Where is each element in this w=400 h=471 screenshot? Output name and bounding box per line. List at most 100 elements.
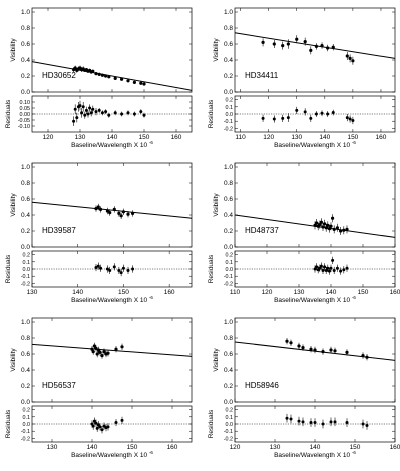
x-tick-label: 130 — [270, 444, 281, 451]
x-tick-label: 120 — [262, 289, 273, 296]
y-tick-label: 0.8 — [21, 25, 30, 32]
plot-frame — [31, 317, 193, 403]
residuals-axis-title: Residuals — [208, 99, 215, 128]
data-point — [345, 350, 349, 354]
y-tick-label: 0.0 — [21, 89, 30, 96]
residuals-axis-title: Residuals — [5, 409, 12, 438]
residual-point — [142, 113, 146, 117]
plot-frame — [234, 7, 396, 93]
fit-line — [31, 343, 193, 357]
data-point — [126, 79, 130, 83]
residuals-axis-title: Residuals — [208, 254, 215, 283]
residual-point — [80, 111, 84, 115]
x-tick-label: 120 — [230, 444, 241, 451]
plot-frame — [234, 162, 396, 248]
y-axis-title: Visibility — [10, 193, 17, 217]
y-axis-title: Visibility — [213, 348, 220, 372]
data-point — [114, 347, 118, 351]
data-point — [91, 69, 95, 73]
residual-point — [98, 425, 102, 429]
panel-hd34411: 0.0 0.2 0.4 0.6 0.8 1.0 Visibility HD34411 -0.2-… — [208, 7, 396, 149]
y-tick-label: 1.0 — [224, 9, 233, 16]
data-point — [120, 77, 124, 81]
panel-hd39587: 0.0 0.2 0.4 0.6 0.8 1.0 Visibility HD39587 -0.2-… — [5, 162, 193, 304]
data-point — [318, 223, 322, 227]
data-point — [102, 350, 106, 354]
star-label: HD34411 — [245, 71, 279, 80]
residual-point — [318, 266, 322, 270]
residuals-plot: -0.2-0.10.00.10.2 130 140 150 160 Residuals Ba… — [5, 405, 193, 459]
data-point — [319, 220, 323, 224]
residual-point — [329, 266, 333, 270]
x-tick-label: 130 — [47, 444, 58, 451]
data-point — [105, 209, 110, 213]
residual-point — [331, 258, 335, 262]
y-tick-label: 0.6 — [21, 196, 30, 203]
y-axis-title: Visibility — [213, 38, 220, 62]
res-tick-label: -0.05 — [18, 118, 30, 124]
data-point — [303, 40, 307, 44]
y-axis-title: Visibility — [10, 348, 17, 372]
data-point — [309, 48, 313, 53]
data-point — [323, 222, 327, 226]
visibility-plot: 0.0 0.2 0.4 0.6 0.8 1.0 Visibility HD34411 — [213, 7, 396, 96]
data-point — [98, 207, 103, 211]
y-tick-label: 0.8 — [21, 335, 30, 342]
data-point — [295, 37, 299, 41]
residual-point — [88, 106, 92, 110]
residual-point — [100, 428, 104, 432]
data-point — [313, 223, 317, 227]
residual-point — [289, 417, 293, 421]
residuals-axis-title: Residuals — [208, 409, 215, 438]
y-tick-label: 0.4 — [224, 57, 233, 64]
x-tick-label: 150 — [350, 444, 361, 451]
res-tick-label: -0.1 — [224, 274, 233, 280]
data-point — [335, 226, 339, 230]
x-tick-label: 110 — [230, 289, 241, 296]
residual-point — [126, 111, 130, 115]
y-tick-label: 0.0 — [224, 89, 233, 96]
y-tick-label: 0.2 — [21, 73, 30, 80]
y-tick-label: 1.0 — [21, 164, 30, 171]
residual-point — [331, 111, 335, 115]
data-point — [91, 350, 95, 354]
residual-point — [309, 116, 313, 120]
y-tick-label: 0.4 — [21, 57, 30, 64]
data-point — [281, 44, 285, 48]
residual-point — [345, 116, 349, 120]
x-tick-label: 140 — [326, 289, 337, 296]
x-tick-label: 150 — [347, 134, 358, 141]
x-tick-label: 160 — [390, 289, 400, 296]
residuals-axis-title: Residuals — [5, 254, 12, 283]
residual-point — [94, 421, 98, 425]
residual-point — [323, 265, 327, 269]
res-tick-label: 0.1 — [226, 415, 234, 421]
y-tick-label: 0.8 — [224, 25, 233, 32]
res-tick-label: -0.2 — [224, 281, 233, 287]
residuals-plot: -0.2-0.10.00.10.2 120 130 140 150 160 Residual… — [208, 405, 400, 459]
residuals-plot: -0.10-0.050.000.050.10 120 130 140 150 160 Res… — [5, 95, 193, 149]
residual-point — [96, 423, 100, 427]
residual-point — [112, 265, 116, 269]
data-point — [314, 44, 319, 49]
data-point — [130, 211, 135, 215]
data-point — [329, 224, 333, 228]
data-point — [351, 59, 355, 63]
data-point — [107, 75, 111, 79]
residual-point — [96, 264, 100, 268]
y-tick-label: 0.6 — [224, 196, 233, 203]
residual-point — [332, 268, 336, 272]
data-point — [98, 350, 102, 354]
residual-point — [348, 117, 352, 121]
visibility-plot: 0.0 0.2 0.4 0.6 0.8 1.0 Visibility HD39587 — [10, 162, 193, 251]
residual-point — [121, 266, 125, 270]
data-point — [365, 355, 369, 359]
y-tick-label: 0.2 — [21, 228, 30, 235]
res-tick-label: 0.2 — [226, 408, 234, 414]
panel-hd48737: 0.0 0.2 0.4 0.6 0.8 1.0 Visibility HD48737 -0.2-… — [208, 162, 400, 304]
plot-frame — [31, 162, 193, 248]
residual-point — [108, 268, 112, 272]
data-point — [361, 354, 365, 358]
residuals-plot: -0.2-0.10.00.10.2 110 120 130 140 150 160 Resid… — [208, 250, 400, 304]
data-point — [348, 56, 352, 61]
